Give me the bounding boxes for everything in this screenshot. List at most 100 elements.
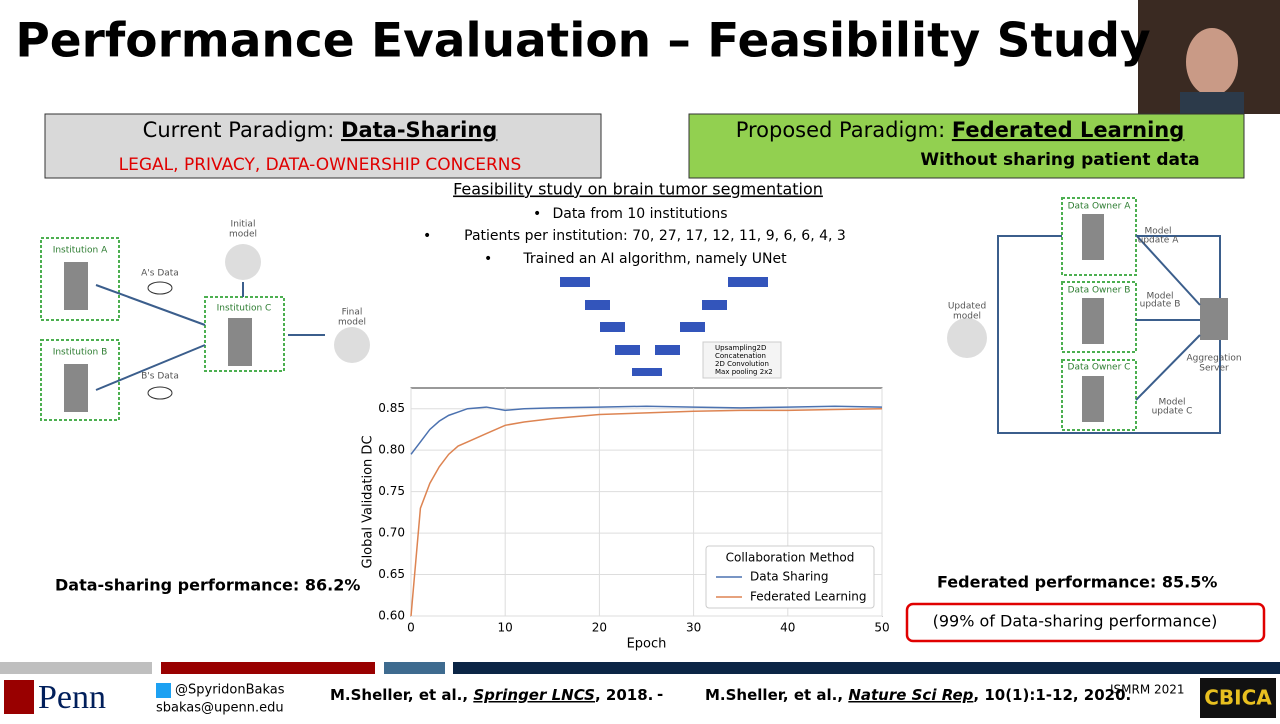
- label: Updated: [948, 302, 986, 312]
- y-tick-label: 0.75: [378, 484, 405, 498]
- label: Model: [1146, 292, 1173, 302]
- unet-block: [680, 322, 705, 332]
- institution-box: [204, 296, 285, 372]
- bullet-dot: •: [423, 228, 431, 244]
- arrow: [1135, 334, 1201, 401]
- study-bullet: Trained an AI algorithm, namely UNet: [522, 251, 787, 267]
- label: Institution A: [53, 246, 108, 256]
- label: B's Data: [141, 372, 179, 382]
- study-bullet: Data from 10 institutions: [552, 206, 727, 222]
- server-icon: [1082, 214, 1104, 260]
- label: A's Data: [141, 269, 179, 279]
- cite-authors: M.Sheller, et al.,: [705, 686, 848, 704]
- y-axis-label: Global Validation DC: [361, 435, 376, 568]
- x-tick-label: 50: [874, 621, 889, 635]
- data-icon: [147, 386, 173, 400]
- legend-box: [705, 545, 875, 609]
- unet-block: [632, 368, 662, 376]
- y-tick-label: 0.60: [378, 609, 405, 623]
- webcam-shirt: [1180, 92, 1244, 114]
- right-box-heading: Proposed Paradigm: Federated Learning: [736, 118, 1185, 142]
- right-emphasis: Federated Learning: [952, 118, 1184, 142]
- cite-rest: , 2018.: [595, 686, 653, 704]
- label: Server: [1199, 364, 1229, 374]
- unet-legend-box: [702, 341, 782, 379]
- unet-block: [702, 300, 727, 310]
- legend-title: Collaboration Method: [726, 551, 855, 565]
- x-tick-label: 0: [407, 621, 415, 635]
- label: Data Owner A: [1068, 202, 1132, 212]
- network-icon: [334, 327, 370, 363]
- unet-legend: Concatenation: [715, 352, 766, 360]
- x-tick-label: 40: [780, 621, 795, 635]
- conference: ISMRM 2021: [1110, 683, 1185, 697]
- legend-label: Data Sharing: [750, 570, 829, 584]
- server-icon: [1200, 298, 1228, 340]
- cite-rest: , 10(1):1-12, 2020.: [973, 686, 1131, 704]
- penn-logo: Penn: [38, 679, 106, 716]
- bullet-dot: •: [533, 206, 541, 222]
- right-prefix: Proposed Paradigm:: [736, 118, 952, 142]
- label: Final: [342, 308, 363, 318]
- label: model: [953, 312, 981, 322]
- y-tick-label: 0.70: [378, 526, 405, 540]
- legend-label: Federated Learning: [750, 590, 867, 604]
- x-tick-label: 20: [592, 621, 607, 635]
- series-line: [410, 405, 883, 455]
- data-icon: [147, 281, 173, 295]
- arrow: [1135, 234, 1201, 306]
- penn-shield: [4, 680, 34, 714]
- arrow: [95, 344, 206, 391]
- unet-block: [615, 345, 640, 355]
- result-note: (99% of Data-sharing performance): [933, 612, 1218, 631]
- label: Initial: [231, 220, 256, 230]
- unet-diagram: Upsampling2D Concatenation 2D Convolutio…: [560, 277, 782, 379]
- label: update A: [1138, 236, 1180, 246]
- label: update B: [1140, 300, 1181, 310]
- server-icon: [64, 262, 88, 310]
- study-bullet: Patients per institution: 70, 27, 17, 12…: [464, 228, 846, 244]
- result-right: Federated performance: 85.5%: [937, 573, 1217, 592]
- label: update C: [1152, 407, 1193, 417]
- unet-block: [560, 277, 590, 287]
- citation: M.Sheller, et al., Nature Sci Rep, 10(1)…: [705, 686, 1131, 704]
- left-emphasis: Data-Sharing: [341, 118, 497, 142]
- citation: M.Sheller, et al., Springer LNCS, 2018.: [330, 686, 653, 704]
- footer-bar: [161, 662, 375, 674]
- study-heading: Feasibility study on brain tumor segment…: [453, 180, 823, 199]
- server-icon: [228, 318, 252, 366]
- right-box-note: Without sharing patient data: [920, 150, 1199, 170]
- unet-legend: 2D Convolution: [715, 360, 769, 368]
- server-icon: [1082, 298, 1104, 344]
- label: Data Owner C: [1068, 363, 1131, 373]
- chart: 0.60 0.65 0.70 0.75 0.80 0.85 0 10 20 30 40 50 Epoch…: [361, 387, 890, 652]
- twitter: @SpyridonBakas: [175, 683, 285, 698]
- label: model: [338, 318, 366, 328]
- label: Data Owner B: [1068, 286, 1131, 296]
- unet-block: [728, 277, 768, 287]
- label: Aggregation: [1186, 354, 1241, 364]
- badge: CBICA: [1204, 686, 1272, 710]
- x-tick-label: 10: [498, 621, 513, 635]
- right-box: [688, 113, 1245, 179]
- right-diagram: Data Owner A Data Owner B Data Owner C M…: [947, 197, 1242, 434]
- label: Model: [1158, 398, 1185, 408]
- label: Model: [1144, 227, 1171, 237]
- left-box-note: LEGAL, PRIVACY, DATA-OWNERSHIP CONCERNS: [119, 155, 522, 175]
- server-icon: [64, 364, 88, 412]
- left-diagram: Institution A Institution B Institution …: [40, 220, 370, 421]
- email: sbakas@upenn.edu: [156, 701, 284, 716]
- title: Performance Evaluation – Feasibility Stu…: [15, 14, 1150, 69]
- footer-bar: [453, 662, 1280, 674]
- x-tick-label: 30: [686, 621, 701, 635]
- y-tick-label: 0.85: [378, 401, 405, 415]
- cite-venue: Springer LNCS: [473, 686, 595, 704]
- unet-legend: Max pooling 2x2: [715, 368, 773, 376]
- footer-bar: [0, 662, 152, 674]
- unet-block: [600, 322, 625, 332]
- label: Institution C: [217, 304, 272, 314]
- twitter-icon: [156, 683, 171, 698]
- badge-bg: [1200, 678, 1276, 718]
- footer-bar: [384, 662, 445, 674]
